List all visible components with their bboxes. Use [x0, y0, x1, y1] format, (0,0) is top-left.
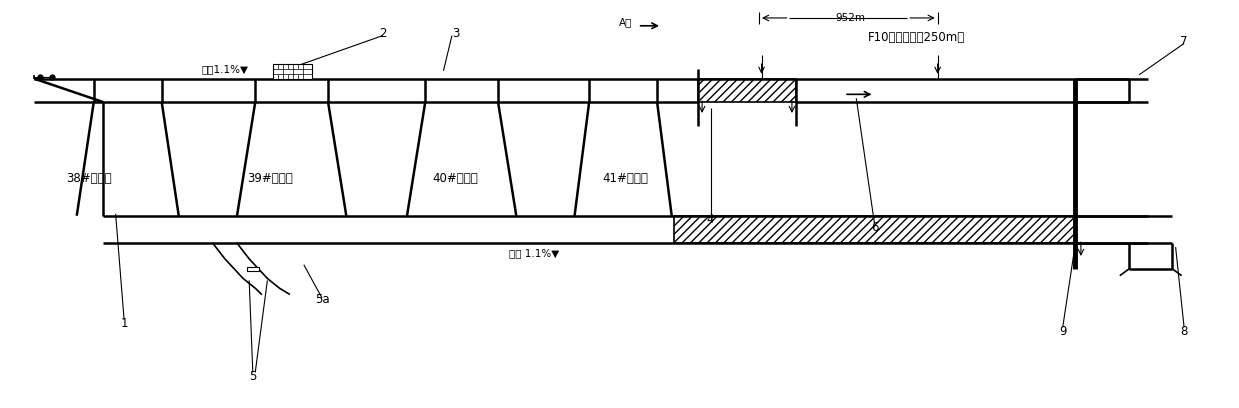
Text: 6: 6 [871, 221, 878, 234]
Text: 4: 4 [706, 213, 715, 226]
Text: 5a: 5a [315, 293, 330, 306]
Text: 41#横通道: 41#横通道 [602, 172, 648, 185]
Text: 平匷1.1%▼: 平匷1.1%▼ [202, 64, 248, 74]
Text: 8: 8 [1181, 325, 1188, 338]
Bar [699, 79, 795, 102]
Text: 3: 3 [452, 27, 460, 40]
Text: 5: 5 [249, 370, 256, 383]
Text: 40#横通道: 40#横通道 [432, 172, 478, 185]
Text: 9: 9 [1059, 325, 1067, 338]
Bar [247, 267, 259, 271]
Text: 1: 1 [120, 317, 128, 330]
Bar [674, 216, 1074, 243]
Bar [274, 64, 312, 79]
Text: 952m: 952m [835, 13, 865, 23]
Text: 正洟 1.1%▼: 正洟 1.1%▼ [509, 248, 560, 258]
Text: 38#横通道: 38#横通道 [66, 172, 112, 185]
Text: F10断层，长度250m。: F10断层，长度250m。 [869, 31, 965, 44]
Text: 7: 7 [1181, 35, 1188, 48]
Text: 39#横通道: 39#横通道 [247, 172, 292, 185]
Text: A向: A向 [620, 17, 632, 27]
Text: 2: 2 [379, 27, 387, 40]
